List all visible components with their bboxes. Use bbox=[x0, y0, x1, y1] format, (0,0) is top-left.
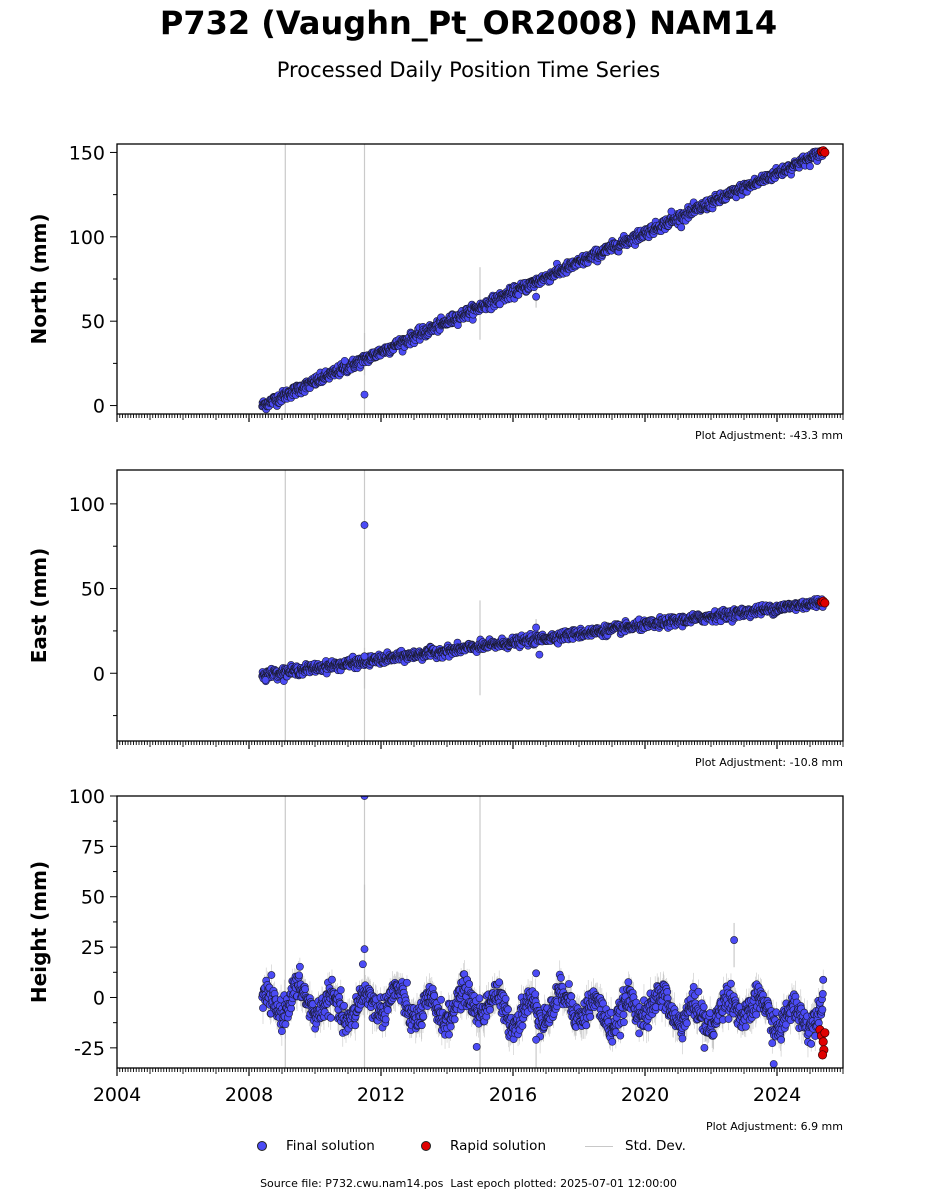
data-point bbox=[806, 162, 814, 171]
panel-north: 0 50 100 150 North (mm) Plot Adjustment: -43.… bbox=[27, 142, 844, 442]
outlier-point bbox=[495, 300, 504, 309]
outlier-point bbox=[360, 390, 369, 399]
y-axis-label: North (mm) bbox=[27, 213, 51, 344]
plot-adjustment-label: Plot Adjustment: -43.3 mm bbox=[695, 429, 843, 442]
y-tick-label: 150 bbox=[69, 142, 105, 164]
plot-area-east bbox=[258, 470, 830, 741]
y-tick-label: 0 bbox=[93, 396, 105, 418]
chart-subtitle: Processed Daily Position Time Series bbox=[276, 58, 661, 82]
outlier-point bbox=[532, 292, 540, 301]
chart-title: P732 (Vaughn_Pt_OR2008) NAM14 bbox=[159, 4, 778, 42]
y-tick-label: 50 bbox=[81, 311, 105, 333]
final-solution-points-north bbox=[258, 146, 828, 414]
rapid-point bbox=[820, 147, 830, 157]
outlier-point bbox=[667, 207, 676, 216]
final-solution-points-east bbox=[258, 521, 828, 686]
rapid-solution-points-north bbox=[816, 146, 830, 157]
plot-area-north bbox=[258, 144, 830, 414]
y-tick-label: 100 bbox=[69, 227, 105, 249]
outlier-point bbox=[340, 356, 349, 365]
data-point bbox=[677, 223, 686, 232]
